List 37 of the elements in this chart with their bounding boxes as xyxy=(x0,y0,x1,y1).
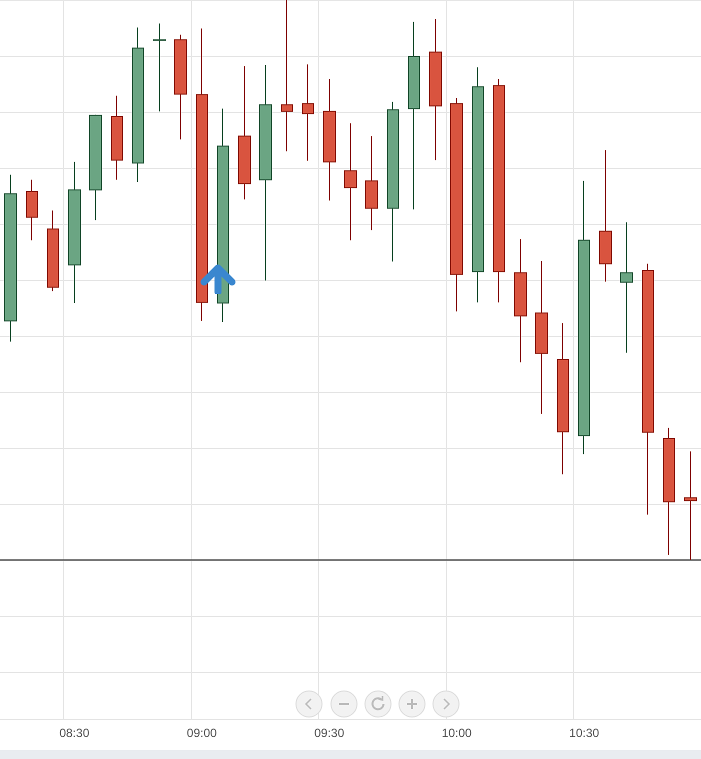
candlestick xyxy=(514,238,527,363)
candlestick xyxy=(642,263,654,516)
candlestick xyxy=(535,260,548,414)
candlestick xyxy=(578,180,590,455)
candlestick xyxy=(599,150,612,282)
candlestick xyxy=(4,174,17,342)
x-tick-label: 09:30 xyxy=(314,726,345,740)
candlestick xyxy=(387,101,399,262)
candlestick xyxy=(620,222,633,354)
candlestick xyxy=(408,21,420,210)
candlestick xyxy=(174,34,187,140)
candlestick xyxy=(365,136,378,231)
candlestick xyxy=(557,322,569,475)
candlestick xyxy=(132,26,144,182)
candlestick xyxy=(68,161,81,304)
candlestick xyxy=(26,179,38,241)
candlestick xyxy=(472,66,484,303)
x-tick-label: 08:30 xyxy=(59,726,90,740)
candlestick xyxy=(153,23,166,112)
x-tick-label: 10:30 xyxy=(569,726,600,740)
candlestick xyxy=(684,450,697,560)
candlestick xyxy=(450,97,463,312)
candlestick xyxy=(344,122,357,241)
candlestick xyxy=(47,210,59,292)
candlestick xyxy=(302,64,314,162)
candlestick xyxy=(493,78,505,303)
candlestick xyxy=(196,28,208,322)
candlestick xyxy=(663,427,675,556)
candlestick xyxy=(89,114,102,221)
candlestick xyxy=(238,66,251,200)
candlestick xyxy=(111,95,123,180)
candlestick xyxy=(281,0,293,152)
candlestick xyxy=(323,78,336,201)
x-tick-label: 10:00 xyxy=(442,726,472,740)
x-tick-label: 09:00 xyxy=(186,726,218,740)
candlestick xyxy=(259,64,272,282)
candlestick xyxy=(429,18,442,161)
